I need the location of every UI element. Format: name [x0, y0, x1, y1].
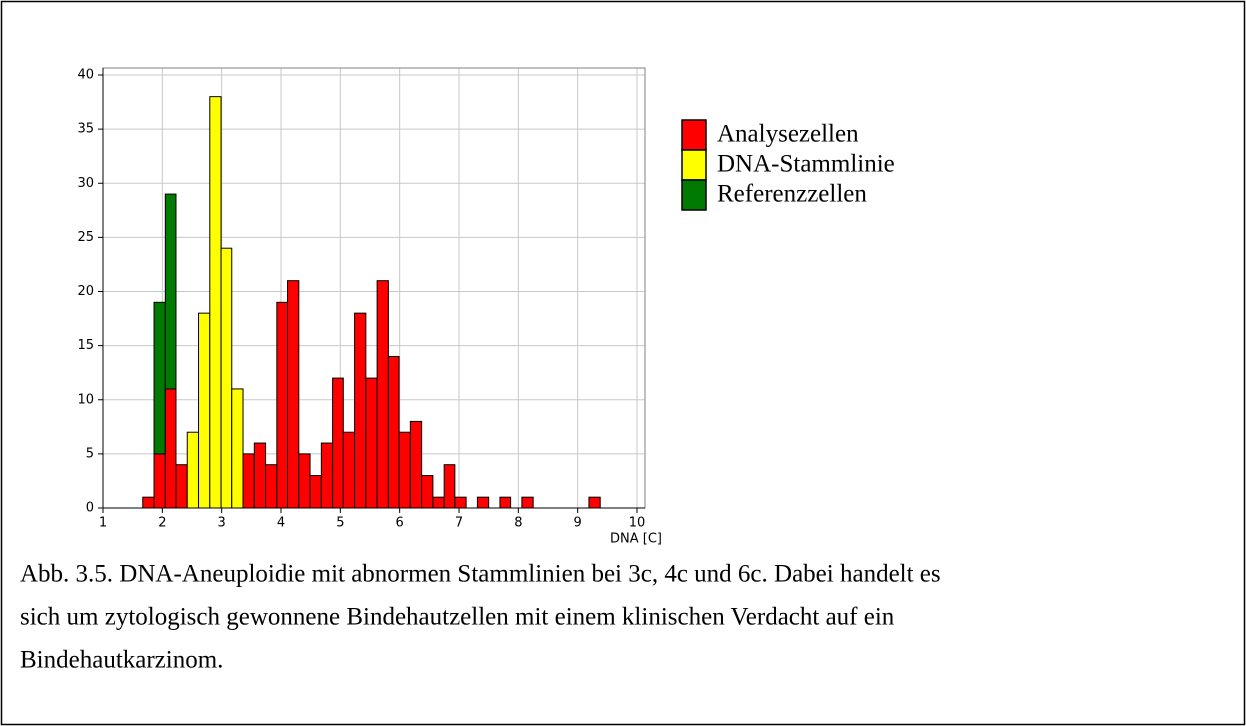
histogram-bar [164, 388, 177, 509]
y-tick-label: 40 [77, 68, 94, 83]
legend-label: Analysezellen [717, 121, 859, 148]
histogram-bar [142, 496, 155, 509]
histogram-bar [499, 496, 512, 509]
y-tick-label: 30 [77, 176, 94, 191]
x-tick-label: 10 [629, 516, 646, 531]
histogram-bar [309, 475, 322, 509]
histogram-bar [320, 442, 334, 509]
caption-line: Bindehautkarzinom. [20, 647, 223, 674]
y-tick-label: 25 [77, 230, 94, 245]
histogram-bar [332, 377, 344, 509]
legend-swatch [681, 149, 707, 181]
histogram-bar [443, 464, 456, 509]
histogram-bar [265, 464, 278, 509]
histogram-bar [153, 453, 166, 509]
histogram-bar [153, 301, 166, 455]
histogram-bar [164, 193, 177, 390]
x-tick-label: 5 [336, 516, 344, 531]
y-tick-label: 5 [86, 446, 94, 461]
y-tick-label: 35 [77, 122, 94, 137]
y-tick-label: 15 [77, 338, 94, 353]
histogram-bar [476, 496, 490, 509]
histogram-bar [365, 377, 378, 509]
x-axis-label: DNA [C] [610, 532, 662, 547]
histogram-bar [454, 496, 467, 509]
legend-swatch [681, 179, 707, 211]
y-tick-label: 20 [77, 284, 94, 299]
x-tick-label: 1 [99, 516, 107, 531]
x-tick-label: 4 [277, 516, 285, 531]
histogram-bar [253, 442, 267, 509]
histogram-bar [409, 420, 423, 509]
histogram-bar [287, 280, 300, 509]
histogram-bar [521, 496, 534, 509]
legend-label: DNA-Stammlinie [717, 151, 895, 178]
histogram-bar [387, 355, 400, 509]
histogram-bar [209, 96, 222, 509]
histogram-bar [432, 496, 445, 509]
histogram-bar [220, 247, 233, 509]
histogram-bar [376, 280, 389, 509]
histogram-bar [175, 464, 188, 509]
legend-label: Referenzzellen [717, 181, 867, 208]
histogram-bar [421, 475, 434, 509]
x-tick-label: 7 [455, 516, 463, 531]
caption-line: Abb. 3.5. DNA-Aneuploidie mit abnormen S… [20, 561, 941, 588]
legend-swatch [681, 119, 707, 151]
x-tick-label: 3 [218, 516, 226, 531]
histogram-bar [298, 453, 311, 509]
x-tick-label: 8 [514, 516, 522, 531]
x-tick-label: 2 [158, 516, 166, 531]
histogram-bar [242, 453, 255, 509]
histogram-bar [342, 431, 356, 509]
caption-line: sich um zytologisch gewonnene Bindehautz… [20, 604, 895, 631]
y-tick-label: 0 [86, 501, 94, 516]
histogram-bar [231, 388, 244, 509]
histogram-bar [186, 431, 200, 509]
y-tick-label: 10 [77, 392, 94, 407]
x-tick-label: 6 [396, 516, 404, 531]
histogram-bar [588, 496, 601, 509]
x-tick-label: 9 [574, 516, 582, 531]
histogram-bar [198, 312, 211, 509]
histogram-bar [354, 312, 367, 509]
histogram-bar [398, 431, 411, 509]
histogram-bar [276, 301, 289, 509]
